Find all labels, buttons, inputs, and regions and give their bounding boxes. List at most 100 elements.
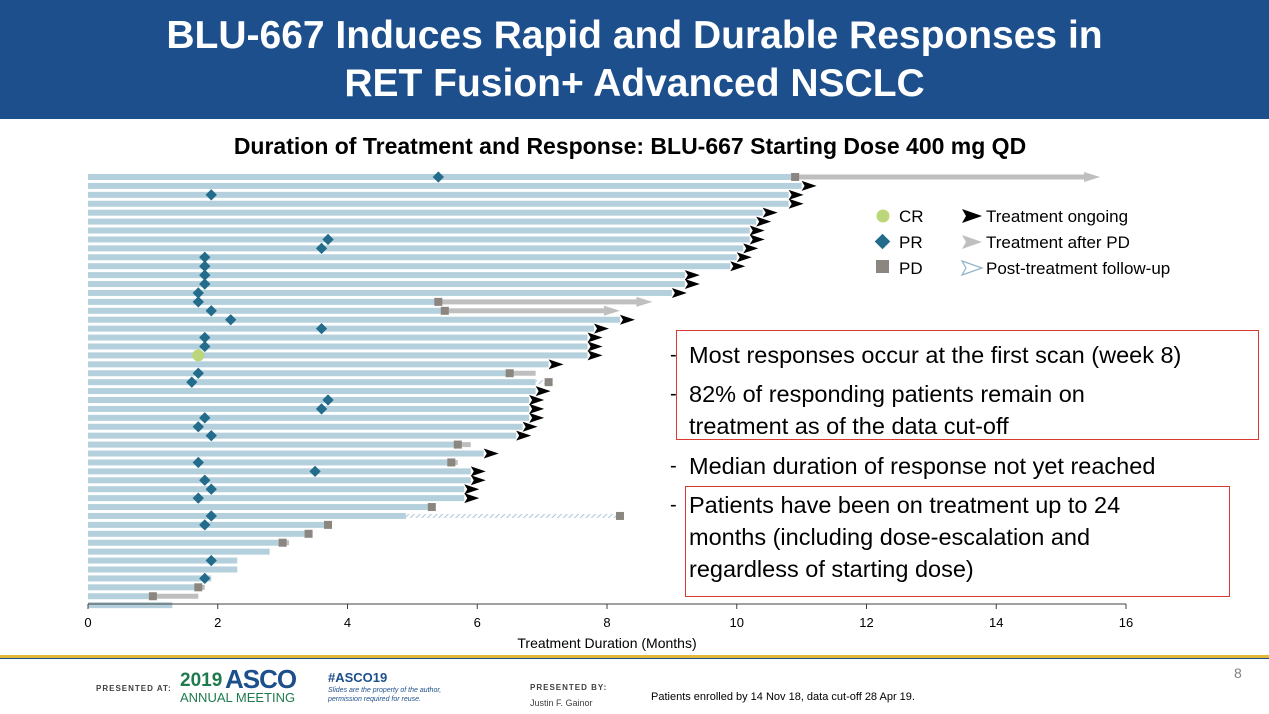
pr-marker bbox=[315, 242, 328, 255]
ongoing-arrow bbox=[749, 234, 765, 245]
after-pd-segment bbox=[438, 299, 639, 305]
pr-marker bbox=[205, 189, 217, 201]
patient-bar bbox=[88, 423, 523, 430]
patient-bar bbox=[88, 495, 465, 502]
chart-title: Duration of Treatment and Response: BLU-… bbox=[233, 133, 1027, 159]
legend-pr-marker bbox=[874, 233, 891, 250]
pd-marker bbox=[148, 592, 157, 601]
pr-marker bbox=[432, 171, 444, 183]
after-pd-segment bbox=[795, 174, 1087, 180]
patient-bar bbox=[88, 263, 731, 270]
ongoing-arrow bbox=[619, 314, 635, 325]
patient-bar bbox=[88, 432, 517, 439]
page-number: 8 bbox=[1234, 665, 1242, 681]
pr-marker bbox=[199, 572, 211, 585]
presented-at-label: PRESENTED AT: bbox=[96, 684, 172, 693]
ongoing-arrow bbox=[730, 261, 746, 272]
patient-bar bbox=[88, 343, 588, 350]
pr-marker bbox=[309, 465, 321, 478]
pr-marker bbox=[199, 251, 211, 263]
patient-bar bbox=[88, 459, 452, 466]
follow-up-segment bbox=[405, 513, 620, 518]
after-pd-segment bbox=[444, 308, 606, 314]
patient-bar bbox=[88, 316, 620, 323]
pr-marker bbox=[205, 430, 217, 442]
patient-bar bbox=[88, 245, 744, 252]
bullet-4-line-1: Patients have been on treatment up to 24 bbox=[689, 492, 1121, 518]
patient-bar bbox=[88, 254, 737, 261]
patient-bar bbox=[88, 414, 530, 421]
pd-marker bbox=[427, 503, 436, 512]
patient-bar bbox=[88, 379, 536, 386]
pd-marker bbox=[304, 529, 313, 538]
x-tick-label: 10 bbox=[730, 615, 744, 630]
ongoing-arrow bbox=[483, 448, 499, 459]
patient-bar bbox=[88, 334, 588, 341]
ongoing-arrow bbox=[788, 198, 804, 209]
ongoing-arrow bbox=[594, 323, 610, 334]
patient-bar bbox=[88, 548, 270, 555]
pr-marker bbox=[199, 260, 211, 272]
ongoing-arrow bbox=[529, 395, 545, 405]
legend-pd-marker bbox=[876, 260, 889, 273]
pd-marker bbox=[434, 297, 443, 306]
pr-marker bbox=[199, 331, 211, 344]
slide-title-line-2: RET Fusion+ Advanced NSCLC bbox=[344, 62, 925, 105]
pd-marker bbox=[440, 306, 449, 315]
patient-bar bbox=[88, 397, 530, 403]
pr-marker bbox=[192, 492, 204, 504]
pr-marker bbox=[205, 483, 217, 495]
after-pd-arrow bbox=[1084, 172, 1101, 182]
patient-bar bbox=[88, 236, 750, 243]
patient-bar bbox=[88, 209, 763, 216]
pd-marker bbox=[453, 440, 462, 449]
x-tick-label: 6 bbox=[474, 615, 481, 630]
pr-marker bbox=[192, 296, 204, 308]
patient-bar bbox=[88, 361, 549, 368]
slide-title-line-1: BLU-667 Induces Rapid and Durable Respon… bbox=[166, 14, 1103, 57]
x-tick-label: 0 bbox=[84, 615, 91, 630]
ongoing-arrow bbox=[762, 207, 778, 218]
presented-by-label: PRESENTED BY: bbox=[530, 683, 608, 692]
pd-marker bbox=[278, 538, 287, 547]
pr-marker bbox=[322, 233, 334, 246]
asco-logo: ASCO bbox=[225, 664, 297, 694]
ongoing-arrow bbox=[788, 189, 804, 200]
pr-marker bbox=[192, 287, 204, 299]
pr-marker bbox=[205, 510, 217, 522]
after-pd-segment bbox=[509, 370, 536, 376]
pr-marker bbox=[199, 340, 211, 353]
ongoing-arrow bbox=[464, 484, 480, 495]
ongoing-arrow bbox=[529, 403, 545, 414]
patient-bar bbox=[88, 272, 685, 279]
ongoing-arrow bbox=[684, 270, 700, 281]
slides-note-line-1: Slides are the property of the author, bbox=[328, 687, 442, 694]
footer-divider bbox=[0, 655, 1269, 658]
patient-bar bbox=[88, 289, 672, 296]
patient-bar bbox=[88, 504, 432, 511]
pr-marker bbox=[199, 519, 211, 531]
patient-bar bbox=[88, 191, 789, 198]
patient-bar bbox=[88, 388, 536, 395]
patient-bar bbox=[88, 584, 199, 591]
follow-up-segment bbox=[535, 380, 549, 385]
hashtag: #ASCO19 bbox=[328, 670, 388, 685]
after-pd-arrow bbox=[636, 296, 653, 307]
x-tick-label: 2 bbox=[214, 615, 221, 630]
patient-bar bbox=[88, 575, 212, 582]
patient-bar bbox=[88, 307, 445, 314]
pd-marker bbox=[615, 511, 624, 520]
ongoing-arrow bbox=[736, 252, 752, 263]
patient-bar bbox=[88, 405, 530, 412]
patient-bar bbox=[88, 602, 173, 609]
patient-bar bbox=[88, 441, 458, 448]
patient-bar bbox=[88, 486, 465, 493]
bullet-2-line-1: 82% of responding patients remain on bbox=[689, 381, 1085, 407]
pd-marker bbox=[194, 583, 203, 592]
ongoing-arrow bbox=[587, 332, 603, 343]
ongoing-arrow bbox=[743, 243, 759, 254]
after-pd-arrow bbox=[603, 305, 620, 316]
pr-marker bbox=[205, 554, 217, 567]
pr-marker bbox=[199, 474, 211, 486]
